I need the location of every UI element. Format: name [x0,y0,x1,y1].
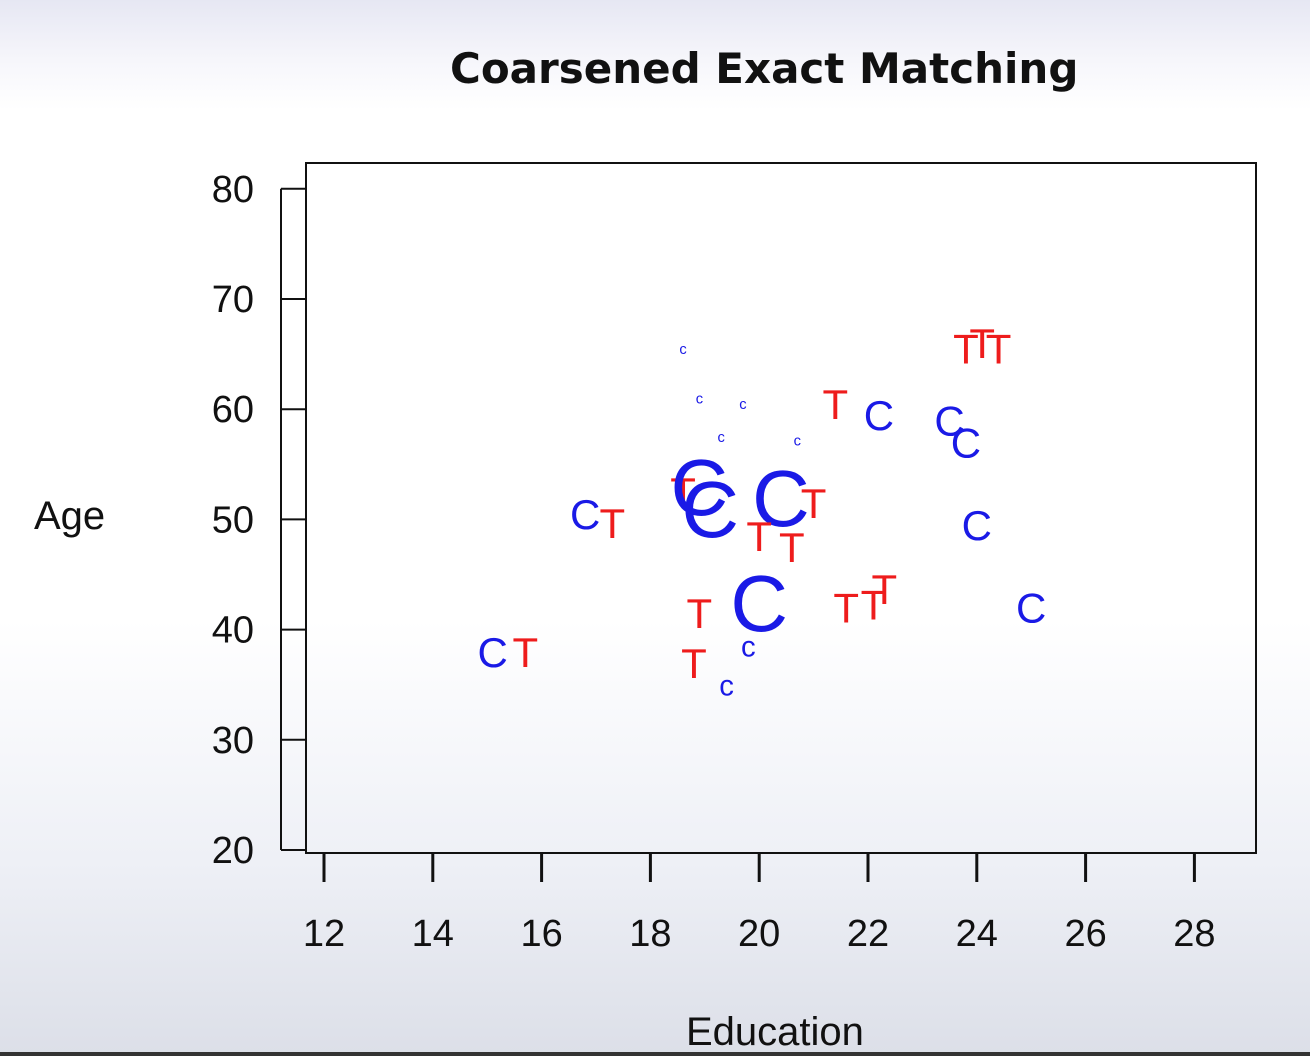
control-point: C [962,502,992,549]
y-axis-label: Age [34,494,106,538]
y-tick-label: 40 [212,610,254,652]
x-tick-label: 22 [847,913,889,955]
control-point: C [730,559,788,648]
x-tick-label: 26 [1064,913,1106,955]
control-point: C [681,465,739,554]
y-tick-label: 60 [212,389,254,431]
control-point: C [671,443,729,532]
treated-point: T [779,524,805,571]
x-tick-label: 28 [1173,913,1215,955]
control-point: C [1016,585,1046,632]
treated-point: T [687,590,713,637]
treated-point: T [746,513,772,560]
control-point: C [752,454,810,543]
treated-point: T [953,326,979,373]
slide-bottom-rule [0,1052,1310,1056]
treated-point: T [512,629,538,676]
control-point: C [934,397,964,444]
x-tick-label: 18 [629,913,671,955]
treated-point: T [871,566,897,613]
treated-point: T [969,320,995,367]
y-tick-label: 70 [212,279,254,321]
chart-title: Coarsened Exact Matching [450,44,1079,93]
control-point: C [570,491,600,538]
control-point: c [717,430,724,446]
control-point: c [679,342,686,358]
control-point: C [864,392,894,439]
treated-point: T [681,640,707,687]
x-tick-label: 16 [520,913,562,955]
treated-point: T [823,381,849,428]
y-tick-label: 30 [212,720,254,762]
control-point: c [719,669,734,702]
treated-point: T [599,500,625,547]
y-tick-label: 50 [212,499,254,541]
x-tick-label: 20 [738,913,780,955]
treated-point: T [861,581,887,628]
y-tick-label: 20 [212,830,254,872]
treated-point: T [986,326,1012,373]
control-point: c [696,391,703,407]
x-axis: 12 14 16 18 20 22 24 26 28 [303,852,1216,955]
x-tick-label: 24 [956,913,998,955]
control-point: c [794,433,801,449]
treated-point: T [833,585,859,632]
control-point: c [739,397,746,413]
x-axis-label: Education [686,1010,864,1054]
y-axis: 20 30 40 50 60 70 80 [212,169,306,872]
control-point: c [741,631,756,664]
treated-point: T [670,469,696,516]
treated-point: T [801,480,827,527]
control-point: C [477,629,507,676]
control-point: C [951,419,981,466]
x-tick-label: 12 [303,913,345,955]
y-tick-label: 80 [212,169,254,211]
x-tick-label: 14 [412,913,454,955]
